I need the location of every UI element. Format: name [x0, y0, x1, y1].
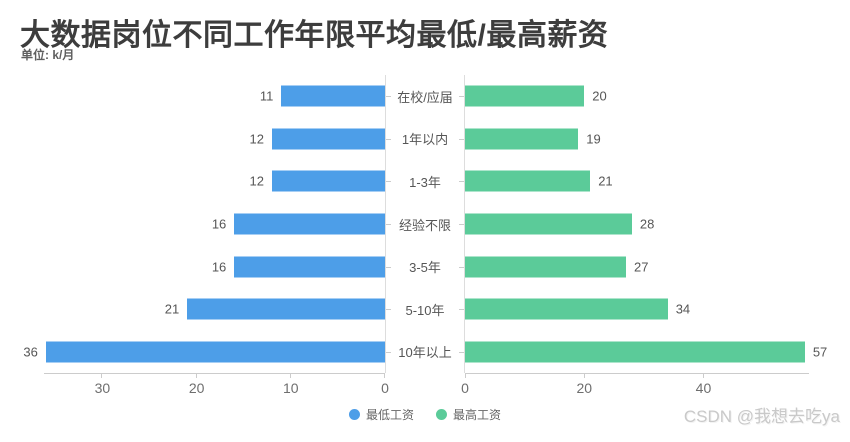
x-axis-tick: [101, 373, 103, 378]
category-row: 1-3年: [386, 160, 464, 203]
x-axis-tick-label: 0: [461, 380, 469, 396]
max-salary-bar: [465, 213, 632, 235]
min-salary-bar: [234, 256, 385, 278]
max-salary-bar: [465, 170, 591, 192]
bar-value-label: 16: [211, 216, 227, 232]
bar-value-label: 12: [249, 131, 264, 147]
chart-title: 大数据岗位不同工作年限平均最低/最高薪资: [20, 19, 609, 52]
category-axis-tick: [386, 138, 391, 140]
category-axis-tick: [386, 181, 391, 183]
x-axis-tick: [384, 373, 385, 378]
category-row: 10年以上: [386, 330, 464, 373]
bar-row-min: 36: [23, 330, 385, 373]
category-row: 5-10年: [386, 288, 464, 331]
bar-value-label: 27: [633, 259, 649, 275]
category-label: 在校/应届: [397, 89, 453, 105]
category-axis-tick: [386, 266, 391, 268]
category-row: 在校/应届: [386, 75, 464, 118]
category-label: 1-3年: [409, 174, 441, 190]
x-axis-tick: [195, 373, 197, 378]
category-axis-tick: [459, 96, 464, 98]
category-row: 经验不限: [386, 203, 464, 246]
bar-row-min: 21: [44, 288, 385, 331]
category-label: 经验不限: [398, 217, 451, 233]
category-axis-tick: [459, 351, 464, 353]
category-axis-tick: [459, 309, 464, 311]
legend-label: 最高工资: [453, 408, 502, 422]
x-axis-tick-label: 20: [576, 380, 593, 396]
bar-row-max: 21: [465, 160, 809, 203]
category-label: 3-5年: [409, 260, 441, 276]
legend-item-min-salary[interactable]: 最低工资: [348, 406, 414, 423]
bar-value-label: 28: [639, 216, 655, 232]
legend-label: 最低工资: [365, 408, 414, 422]
bar-row-max: 20: [465, 75, 809, 118]
bar-row-max: 57: [465, 330, 827, 373]
category-axis-tick: [459, 138, 464, 140]
category-label: 10年以上: [398, 345, 452, 361]
x-axis-tick: [465, 373, 466, 378]
bar-value-label: 12: [249, 173, 264, 189]
min-salary-bar: [45, 341, 385, 363]
bar-row-max: 19: [465, 118, 809, 161]
max-salary-bar: [465, 85, 585, 107]
category-axis-tick: [459, 181, 464, 183]
max-salary-bar: [465, 341, 805, 363]
min-salary-bar: [271, 170, 385, 192]
bar-value-label: 16: [211, 259, 227, 275]
max-salary-panel: 20 19 21 28 27 34 57 0 20 40: [461, 75, 827, 396]
x-axis-tick-label: 30: [94, 380, 111, 396]
x-axis-tick: [289, 373, 291, 378]
x-axis-tick-label: 40: [695, 380, 712, 396]
bar-value-label: 21: [164, 301, 180, 317]
x-axis-tick-label: 0: [381, 380, 389, 396]
plot-area: 11 12 12 16 16 21 36 30 20 10 0 在校/应届 1年以内 1-3年经验不限 3…: [0, 75, 850, 396]
category-axis-tick: [386, 351, 391, 353]
category-axis-tick: [386, 309, 391, 311]
category-axis-tick: [386, 224, 391, 226]
bar-row-min: 16: [44, 245, 385, 288]
x-axis-tick: [584, 373, 586, 378]
legend: 最低工资 最高工资: [348, 406, 501, 423]
bar-row-min: 16: [44, 203, 385, 246]
legend-marker-icon: [348, 409, 360, 420]
bar-value-label: 57: [812, 344, 828, 360]
max-salary-bar: [465, 256, 626, 278]
category-axis-tick: [459, 224, 464, 226]
bar-row-min: 12: [44, 118, 385, 161]
category-label: 5-10年: [405, 302, 445, 318]
bar-value-label: 11: [259, 88, 274, 104]
x-axis-tick-label: 10: [283, 380, 299, 396]
category-row: 3-5年: [386, 245, 464, 288]
min-salary-bar: [234, 213, 385, 235]
bar-value-label: 21: [598, 173, 613, 189]
min-salary-bar: [271, 128, 385, 150]
chart-unit-subtitle: 单位: k/月: [21, 48, 75, 62]
min-salary-panel: 11 12 12 16 16 21 36 30 20 10 0: [23, 75, 389, 396]
bar-value-label: 20: [592, 88, 607, 104]
category-label: 1年以内: [401, 132, 449, 148]
watermark: CSDN @我想去吃ya: [683, 407, 840, 426]
category-axis-column: 在校/应届 1年以内 1-3年经验不限 3-5年 5-10年 10年以上: [385, 75, 465, 373]
bar-row-min: 12: [44, 160, 385, 203]
bar-row-max: 28: [465, 203, 809, 246]
bar-row-min: 11: [44, 75, 385, 118]
max-salary-bar: [465, 298, 668, 320]
category-axis-tick: [386, 96, 391, 98]
x-axis-tick-label: 20: [188, 380, 205, 396]
bar-row-max: 27: [465, 245, 809, 288]
bar-value-label: 19: [586, 131, 601, 147]
legend-marker-icon: [436, 409, 447, 420]
bar-row-max: 34: [465, 288, 809, 331]
bar-value-label: 34: [675, 301, 691, 317]
category-axis-tick: [459, 266, 464, 268]
max-salary-bar: [465, 128, 579, 150]
category-row: 1年以内: [386, 118, 464, 161]
bar-value-label: 36: [23, 344, 38, 360]
min-salary-bar: [187, 298, 385, 320]
x-axis-tick: [703, 373, 705, 378]
legend-item-max-salary[interactable]: 最高工资: [436, 406, 501, 423]
min-salary-bar: [281, 85, 385, 107]
